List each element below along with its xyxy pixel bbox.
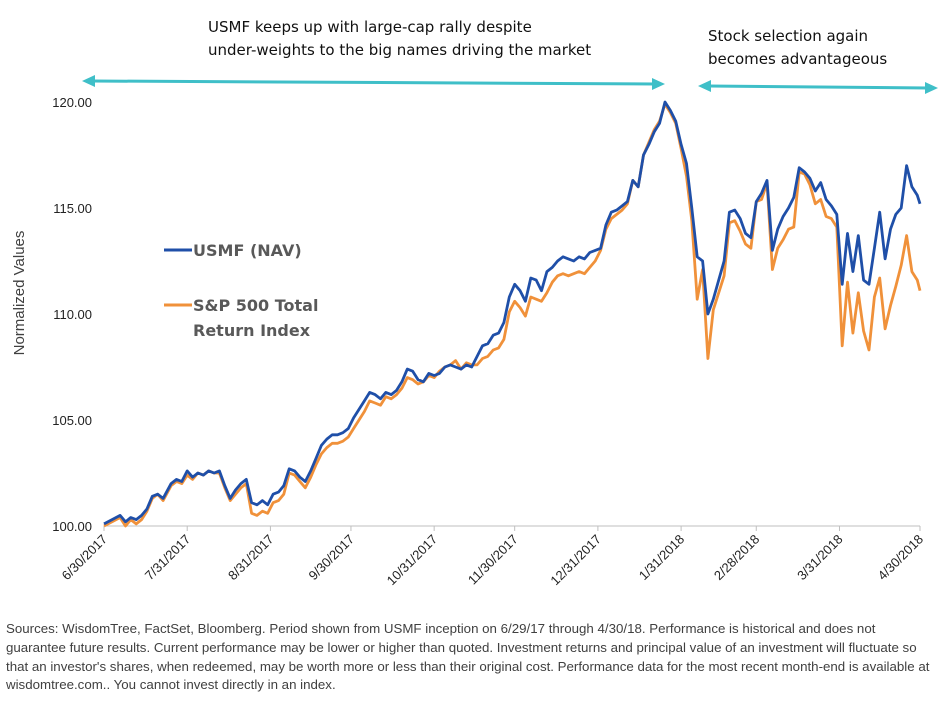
annotation-arrow-2: [698, 80, 938, 94]
series-line-usmf-nav: [103, 102, 922, 528]
y-tick-label: 120.00: [52, 95, 92, 110]
annotation-2-line-1: Stock selection again: [708, 27, 868, 45]
x-tick-label: 9/30/2017: [306, 532, 358, 584]
x-tick-label: 10/31/2017: [384, 532, 441, 589]
x-tick-label: 7/31/2017: [142, 532, 194, 584]
legend-label-usmf: USMF (NAV): [193, 241, 302, 260]
line-chart: USMF keeps up with large-cap rally despi…: [11, 18, 938, 589]
x-tick-label: 4/30/2018: [875, 532, 927, 584]
x-tick-label: 3/31/2018: [794, 532, 846, 584]
annotation-1-line-2: under-weights to the big names driving t…: [208, 41, 591, 59]
y-axis-ticks: 100.00 105.00 110.00 115.00 120.00: [52, 95, 92, 534]
x-tick-label: 6/30/2017: [59, 532, 111, 584]
x-tick-label: 2/28/2018: [711, 532, 763, 584]
legend-label-sp500-line-2: Return Index: [193, 321, 311, 340]
y-tick-label: 100.00: [52, 519, 92, 534]
x-axis-tick-marks: [103, 526, 921, 531]
x-tick-label: 12/31/2017: [547, 532, 604, 589]
y-tick-label: 110.00: [53, 307, 92, 322]
legend: USMF (NAV) S&P 500 Total Return Index: [164, 241, 324, 340]
annotation-2: Stock selection again becomes advantageo…: [708, 27, 887, 68]
y-axis-label: Normalized Values: [11, 231, 28, 356]
legend-label-sp500-line-1: S&P 500 Total: [193, 296, 318, 315]
legend-label-sp500: S&P 500 Total Return Index: [193, 296, 324, 340]
y-tick-label: 115.00: [53, 201, 92, 216]
x-tick-label: 8/31/2017: [225, 532, 277, 584]
footnote: Sources: WisdomTree, FactSet, Bloomberg.…: [6, 621, 930, 693]
y-tick-label: 105.00: [52, 413, 92, 428]
x-tick-label: 11/30/2017: [465, 532, 521, 588]
annotation-1-line-1: USMF keeps up with large-cap rally despi…: [208, 18, 532, 36]
annotation-arrow-1: [82, 75, 665, 90]
annotation-1: USMF keeps up with large-cap rally despi…: [208, 18, 591, 59]
annotation-2-line-2: becomes advantageous: [708, 50, 887, 68]
x-tick-label: 1/31/2018: [636, 532, 688, 584]
x-axis-ticks: 6/30/2017 7/31/2017 8/31/2017 9/30/2017 10/3…: [59, 532, 927, 589]
series-line-usmf: [103, 100, 922, 526]
